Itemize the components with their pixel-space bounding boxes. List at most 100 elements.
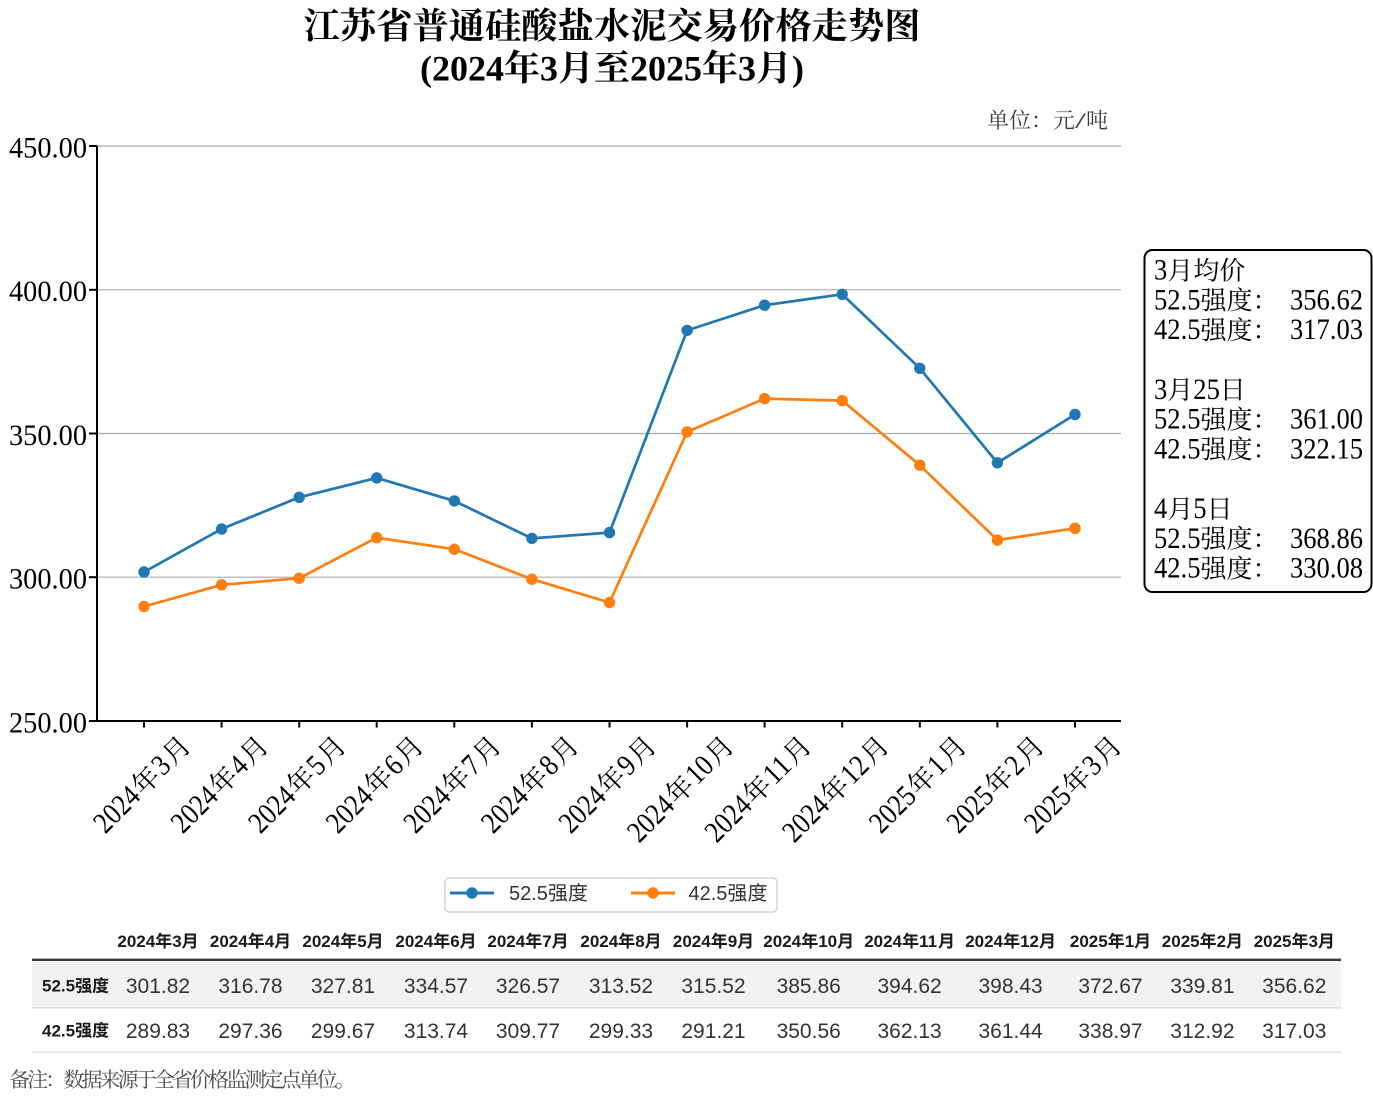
svg-text:356.62: 356.62: [1262, 975, 1326, 998]
svg-text:(2024: (2024: [420, 48, 504, 88]
svg-text:2024: 2024: [621, 789, 681, 849]
svg-text:398.43: 398.43: [978, 975, 1042, 998]
svg-text:450.00: 450.00: [9, 131, 87, 164]
svg-text:3: 3: [172, 932, 181, 951]
svg-text:5: 5: [1193, 493, 1206, 525]
svg-text:309.77: 309.77: [496, 1020, 560, 1043]
svg-text:2024: 2024: [698, 789, 758, 849]
svg-text:2025: 2025: [1162, 932, 1200, 951]
svg-text:52.5: 52.5: [1154, 404, 1201, 436]
svg-text:350.56: 350.56: [777, 1020, 841, 1043]
svg-text:2025: 2025: [940, 779, 1000, 839]
svg-text:2025: 2025: [863, 779, 923, 839]
svg-text:312.92: 312.92: [1170, 1020, 1234, 1043]
svg-text:372.67: 372.67: [1078, 975, 1142, 998]
svg-text:316.78: 316.78: [218, 975, 282, 998]
svg-text:2024: 2024: [210, 932, 248, 951]
svg-text:2025: 2025: [630, 48, 702, 88]
svg-text:250.00: 250.00: [9, 706, 87, 739]
svg-text:297.36: 297.36: [218, 1020, 282, 1043]
svg-text:5: 5: [1207, 374, 1220, 406]
svg-text:11: 11: [919, 932, 937, 951]
svg-text:2024: 2024: [864, 932, 902, 951]
svg-text:4: 4: [1154, 493, 1168, 525]
svg-text:299.33: 299.33: [589, 1020, 653, 1043]
svg-text:317.03: 317.03: [1262, 1020, 1326, 1043]
svg-text:2: 2: [1193, 374, 1206, 406]
svg-text:291.21: 291.21: [681, 1020, 745, 1043]
svg-text:300.00: 300.00: [9, 563, 87, 596]
svg-text:3: 3: [1309, 932, 1318, 951]
svg-text:3: 3: [1154, 255, 1167, 287]
svg-text:7: 7: [542, 932, 551, 951]
svg-text:339.81: 339.81: [1170, 975, 1234, 998]
svg-text:362.13: 362.13: [877, 1020, 941, 1043]
svg-text:2024: 2024: [302, 932, 340, 951]
svg-text:42.5: 42.5: [1154, 433, 1201, 465]
svg-text:2024: 2024: [117, 932, 155, 951]
svg-text:338.97: 338.97: [1078, 1020, 1142, 1043]
svg-text:400.00: 400.00: [9, 275, 87, 308]
svg-text:2024: 2024: [397, 779, 457, 839]
svg-text:5: 5: [357, 932, 366, 951]
svg-text:3: 3: [540, 48, 558, 88]
svg-text:10: 10: [679, 749, 721, 791]
svg-text:2024: 2024: [395, 932, 433, 951]
svg-text:/: /: [1075, 108, 1088, 133]
svg-text:9: 9: [728, 932, 737, 951]
svg-text:394.62: 394.62: [877, 975, 941, 998]
svg-text:6: 6: [450, 932, 459, 951]
svg-text:315.52: 315.52: [681, 975, 745, 998]
svg-text:4: 4: [265, 932, 275, 951]
svg-text:12: 12: [1020, 932, 1039, 951]
svg-text:2024: 2024: [763, 932, 801, 951]
svg-text:326.57: 326.57: [496, 975, 560, 998]
svg-text:): ): [792, 48, 804, 88]
svg-text:42.5: 42.5: [1154, 314, 1201, 346]
svg-text:2024: 2024: [242, 779, 302, 839]
svg-text:8: 8: [635, 932, 644, 951]
svg-text:334.57: 334.57: [404, 975, 468, 998]
svg-text:10: 10: [818, 932, 837, 951]
svg-text:2024: 2024: [776, 789, 836, 849]
svg-text:361.00: 361.00: [1290, 404, 1363, 436]
svg-text:52.5: 52.5: [1154, 284, 1201, 316]
svg-text:2025: 2025: [1070, 932, 1108, 951]
svg-text:2024: 2024: [487, 932, 525, 951]
svg-text:368.86: 368.86: [1290, 523, 1363, 555]
svg-text:356.62: 356.62: [1290, 284, 1363, 316]
svg-text:2025: 2025: [1254, 932, 1292, 951]
svg-text:52.5: 52.5: [509, 883, 548, 905]
svg-text:3: 3: [1154, 374, 1167, 406]
svg-text:322.15: 322.15: [1290, 433, 1363, 465]
svg-text:11: 11: [756, 749, 798, 791]
svg-text:2024: 2024: [475, 779, 535, 839]
svg-text:289.83: 289.83: [126, 1020, 190, 1043]
svg-text:350.00: 350.00: [9, 419, 87, 452]
svg-text:12: 12: [834, 749, 876, 791]
svg-text:330.08: 330.08: [1290, 553, 1363, 585]
svg-text:2024: 2024: [164, 779, 224, 839]
svg-text:301.82: 301.82: [126, 975, 190, 998]
svg-text:299.67: 299.67: [311, 1020, 375, 1043]
svg-text:1: 1: [1125, 932, 1134, 951]
svg-text:313.52: 313.52: [589, 975, 653, 998]
svg-text:3: 3: [738, 48, 756, 88]
svg-text:2024: 2024: [580, 932, 618, 951]
svg-text:317.03: 317.03: [1290, 314, 1363, 346]
svg-text:2024: 2024: [965, 932, 1003, 951]
svg-text:385.86: 385.86: [777, 975, 841, 998]
svg-text:42.5: 42.5: [689, 883, 728, 905]
svg-text:2024: 2024: [673, 932, 711, 951]
svg-text:52.5: 52.5: [42, 977, 75, 996]
svg-text:42.5: 42.5: [1154, 553, 1201, 585]
svg-text:2024: 2024: [552, 779, 612, 839]
svg-text:2024: 2024: [320, 779, 380, 839]
svg-text:2: 2: [1217, 932, 1226, 951]
svg-text:327.81: 327.81: [311, 975, 375, 998]
svg-text:42.5: 42.5: [42, 1021, 75, 1040]
svg-text:2024: 2024: [87, 779, 147, 839]
svg-text:52.5: 52.5: [1154, 523, 1201, 555]
svg-text:361.44: 361.44: [978, 1020, 1043, 1043]
svg-text:313.74: 313.74: [404, 1020, 469, 1043]
